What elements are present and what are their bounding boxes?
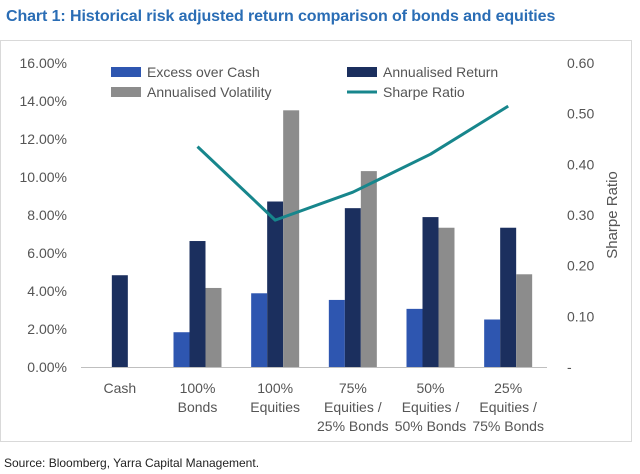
y-right-tick-label: 0.30 [567,207,594,223]
x-tick-label: Equities / [324,399,382,415]
y-left-tick-label: 14.00% [20,93,67,109]
y-right-tick-label: 0.40 [567,156,594,172]
bar-annualised-volatility [360,171,377,367]
x-tick-label: 50% [416,380,444,396]
bar-annualised-volatility [438,227,455,367]
bar-annualised-volatility [283,110,300,367]
y-left-tick-label: 8.00% [27,207,67,223]
x-tick-label: 100% [180,380,216,396]
x-tick-label: 100% [257,380,293,396]
x-tick-label: Equities [250,399,300,415]
line-sharpe-ratio [196,104,509,222]
y-left-tick-label: 6.00% [27,245,67,261]
legend-swatch [111,87,141,97]
y-right-tick-label: 0.50 [567,106,594,122]
chart-title: Chart 1: Historical risk adjusted return… [6,8,556,25]
y-left-tick-label: 10.00% [20,169,67,185]
legend-label: Annualised Volatility [147,84,272,100]
chart-plot: 0.00% 2.00% 4.00% 6.00% 8.00% 10.00% 12.00% 14.… [20,55,621,434]
y-right-tick-label: - [567,359,572,375]
bar-excess-over-cash [406,308,423,367]
bar-annualised-return [422,217,439,367]
y-right-axis-label: Sharpe Ratio [604,171,621,259]
y-right-tick-label: 0.20 [567,258,594,274]
bar-excess-over-cash [173,332,190,367]
x-tick-label: 50% Bonds [395,418,467,434]
source-note: Source: Bloomberg, Yarra Capital Managem… [4,456,260,470]
x-tick-label: Bonds [178,399,218,415]
x-tick-label: 75% Bonds [472,418,544,434]
legend-swatch [111,67,141,77]
legend-swatch [347,67,377,77]
y-left-tick-label: 4.00% [27,283,67,299]
bar-annualised-return [344,208,361,367]
x-tick-label: Cash [103,380,136,396]
bar-annualised-return [267,201,284,367]
x-tick-label: 25% Bonds [317,418,389,434]
chart-frame: 0.00% 2.00% 4.00% 6.00% 8.00% 10.00% 12.00% 14.… [0,40,632,442]
bar-annualised-volatility [205,287,222,367]
y-right-tick-label: 0.60 [567,55,594,71]
x-tick-label: 25% [494,380,522,396]
legend-label: Annualised Return [383,64,498,80]
legend-label: Excess over Cash [147,64,260,80]
bar-annualised-return [500,227,517,367]
bar-excess-over-cash [251,293,268,367]
bar-excess-over-cash [328,299,345,367]
y-left-tick-label: 12.00% [20,131,67,147]
x-tick-label: 75% [339,380,367,396]
y-left-tick-label: 0.00% [27,359,67,375]
legend-label: Sharpe Ratio [383,84,465,100]
x-tick-label: Equities / [402,399,460,415]
bar-annualised-return [189,241,206,367]
bar-annualised-return [111,275,128,367]
bar-annualised-volatility [516,274,533,367]
y-right-tick-label: 0.10 [567,308,594,324]
y-left-tick-label: 16.00% [20,55,67,71]
y-left-tick-label: 2.00% [27,321,67,337]
bar-excess-over-cash [484,319,501,367]
x-tick-label: Equities / [479,399,537,415]
